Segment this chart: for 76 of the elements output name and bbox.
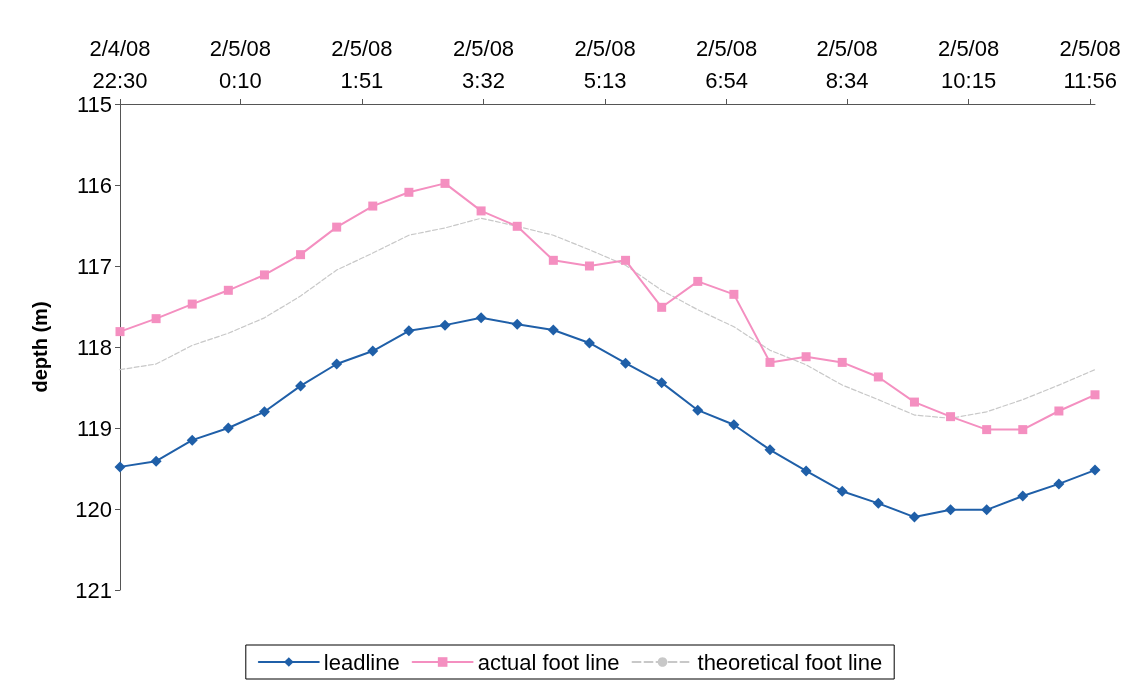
y-tick-label: 117 <box>76 253 112 279</box>
point <box>150 455 162 467</box>
x-tick-label: 2/5/08 6:54 <box>696 35 758 93</box>
point <box>368 201 378 211</box>
point <box>259 270 269 280</box>
legend-label: actual foot line <box>477 649 620 675</box>
point <box>982 425 992 435</box>
x-tick-label: 2/5/08 11:56 <box>1059 35 1121 93</box>
point <box>1089 464 1101 476</box>
point <box>115 327 125 337</box>
x-tick-label: 2/5/08 8:34 <box>816 35 878 93</box>
point <box>657 302 667 312</box>
point <box>1018 425 1028 435</box>
point <box>764 444 776 456</box>
point <box>692 404 704 416</box>
point <box>258 406 270 418</box>
x-tick-label: 2/5/08 5:13 <box>574 35 636 93</box>
y-tick-label: 115 <box>76 91 112 117</box>
point <box>693 276 703 286</box>
y-tick-label: 121 <box>75 577 112 603</box>
point <box>222 422 234 434</box>
point <box>439 319 451 331</box>
y-tick-label: 119 <box>76 415 112 441</box>
point <box>765 357 775 367</box>
point <box>981 504 993 516</box>
point <box>548 255 558 265</box>
point <box>836 485 848 497</box>
point <box>114 461 126 473</box>
point <box>729 289 739 299</box>
x-tick-label: 2/5/08 1:51 <box>331 35 393 93</box>
point <box>1017 490 1029 502</box>
point <box>547 324 559 336</box>
point <box>909 397 919 407</box>
point <box>404 187 414 197</box>
point <box>223 285 233 295</box>
point <box>656 377 668 389</box>
point <box>1054 406 1064 416</box>
point <box>476 206 486 216</box>
point <box>511 318 523 330</box>
point <box>728 419 740 431</box>
point <box>187 299 197 309</box>
point <box>331 358 343 370</box>
point <box>295 380 307 392</box>
point <box>403 325 415 337</box>
point <box>512 221 522 231</box>
point <box>440 178 450 188</box>
point <box>367 345 379 357</box>
point <box>186 434 198 446</box>
point <box>946 412 956 422</box>
point <box>945 504 957 516</box>
point <box>621 255 631 265</box>
point <box>584 261 594 271</box>
point <box>908 511 920 523</box>
point <box>1090 390 1100 400</box>
point <box>475 312 487 324</box>
x-tick-label: 2/5/08 0:10 <box>209 35 271 93</box>
point <box>620 357 632 369</box>
y-tick-label: 120 <box>75 496 112 522</box>
point <box>332 222 342 232</box>
point <box>872 497 884 509</box>
legend-label: theoretical foot line <box>697 649 883 675</box>
y-tick-label: 116 <box>76 172 112 198</box>
point <box>800 465 812 477</box>
point <box>873 372 883 382</box>
x-tick-label: 2/4/08 22:30 <box>89 35 151 93</box>
y-axis-title: depth (m) <box>29 301 51 393</box>
point <box>583 337 595 349</box>
point <box>296 250 306 260</box>
x-tick-label: 2/5/08 10:15 <box>938 35 1000 93</box>
point <box>1053 478 1065 490</box>
y-tick-label: 118 <box>76 334 112 360</box>
point <box>837 357 847 367</box>
point <box>801 352 811 362</box>
point <box>151 314 161 324</box>
x-tick-label: 2/5/08 3:32 <box>452 35 515 93</box>
legend-label: leadline <box>323 649 400 675</box>
